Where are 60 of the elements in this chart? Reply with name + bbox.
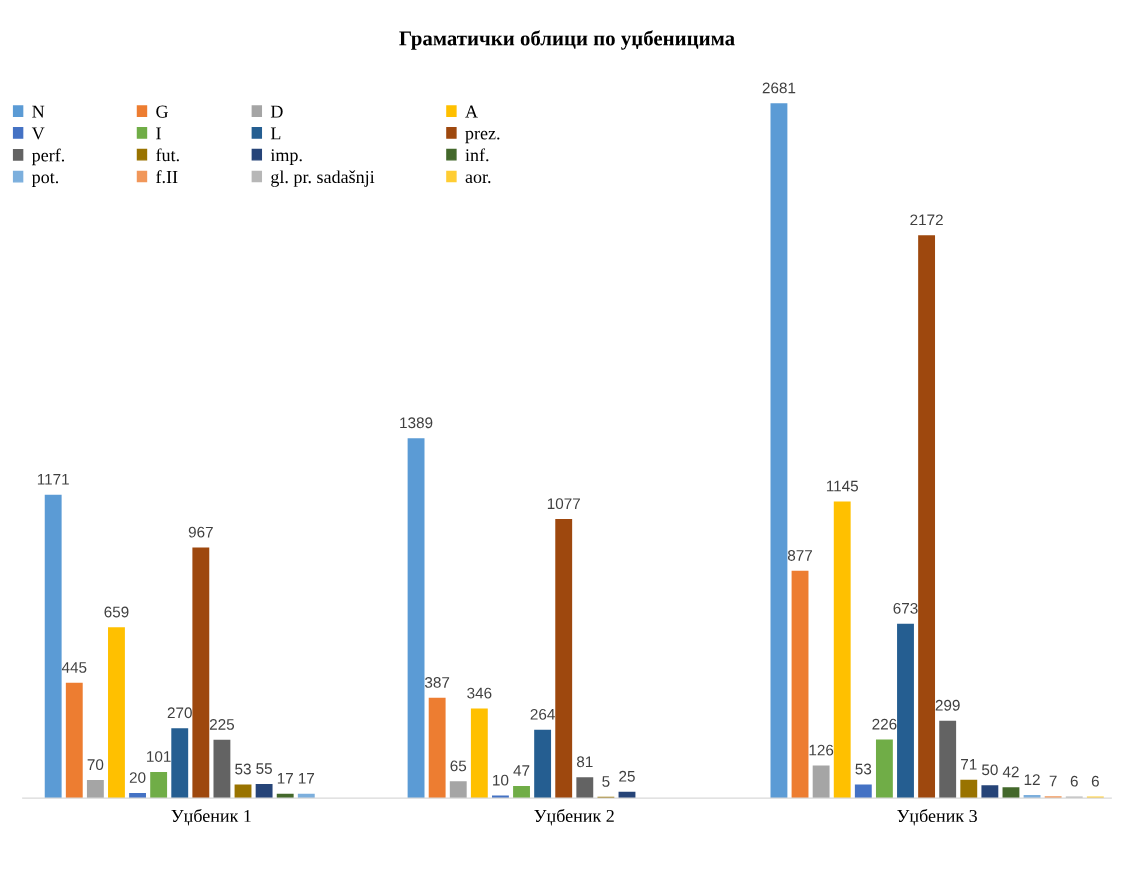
data-label: 1077 xyxy=(547,498,580,510)
data-label: 7 xyxy=(1049,775,1057,787)
data-label: 967 xyxy=(188,526,213,538)
data-label: 1389 xyxy=(400,417,433,429)
data-label: 25 xyxy=(619,770,635,782)
data-label: 126 xyxy=(809,744,834,756)
data-label: 81 xyxy=(576,756,593,768)
x-tick-label: Уџбеник 1 xyxy=(171,808,251,826)
legend-label: gl. pr. sadašnji xyxy=(271,170,375,187)
data-label: 53 xyxy=(855,763,872,775)
data-label: 673 xyxy=(893,602,918,614)
data-label: 6 xyxy=(1070,775,1078,787)
legend-label: G xyxy=(156,105,168,118)
data-label: 346 xyxy=(467,687,492,699)
legend-label: f.II xyxy=(156,170,178,184)
data-label: 101 xyxy=(147,751,171,762)
data-label: 70 xyxy=(87,759,104,771)
legend-label: fut. xyxy=(156,148,179,162)
legend-label: D xyxy=(270,105,283,118)
data-label: 264 xyxy=(530,708,555,720)
legend-label: prez. xyxy=(465,130,500,144)
data-label: 225 xyxy=(209,719,235,730)
data-label: 2172 xyxy=(910,214,943,226)
data-label: 65 xyxy=(450,760,467,772)
data-label: 387 xyxy=(425,677,450,688)
data-label: 270 xyxy=(167,707,192,719)
data-label: 12 xyxy=(1024,774,1040,785)
data-label: 53 xyxy=(235,763,251,775)
data-label: 659 xyxy=(104,606,129,618)
data-label: 1145 xyxy=(826,480,859,492)
x-tick-label: Уџбеник 2 xyxy=(534,808,614,826)
legend-label: perf. xyxy=(31,148,65,166)
data-label: 5 xyxy=(602,776,610,787)
data-label: 10 xyxy=(493,774,509,786)
data-label: 20 xyxy=(129,772,146,783)
data-label: 71 xyxy=(961,759,977,770)
data-label: 226 xyxy=(872,718,897,730)
data-label: 50 xyxy=(981,764,998,776)
data-label: 2681 xyxy=(762,82,796,94)
data-label: 6 xyxy=(1091,775,1099,787)
data-label: 877 xyxy=(787,550,813,561)
data-label: 17 xyxy=(277,773,293,784)
data-label: 445 xyxy=(61,662,87,673)
data-label: 55 xyxy=(256,763,272,774)
legend-label: V xyxy=(31,127,45,140)
data-label: 17 xyxy=(298,773,315,784)
legend-label: pot. xyxy=(31,172,59,187)
legend-label: L xyxy=(270,127,281,140)
data-label: 42 xyxy=(1002,766,1019,778)
legend-label: I xyxy=(156,127,161,140)
legend-label: aor. xyxy=(465,174,491,184)
data-label: 299 xyxy=(935,699,960,711)
x-tick-label: Уџбеник 3 xyxy=(897,808,977,826)
data-label: 47 xyxy=(513,765,530,776)
legend-label: inf. xyxy=(465,148,489,162)
data-label: 1171 xyxy=(37,474,69,485)
legend-label: N xyxy=(32,105,45,118)
chart-title: Граматички облици по уџбеницима xyxy=(399,30,735,50)
legend-label: imp. xyxy=(270,149,302,165)
legend-label: A xyxy=(465,105,478,118)
